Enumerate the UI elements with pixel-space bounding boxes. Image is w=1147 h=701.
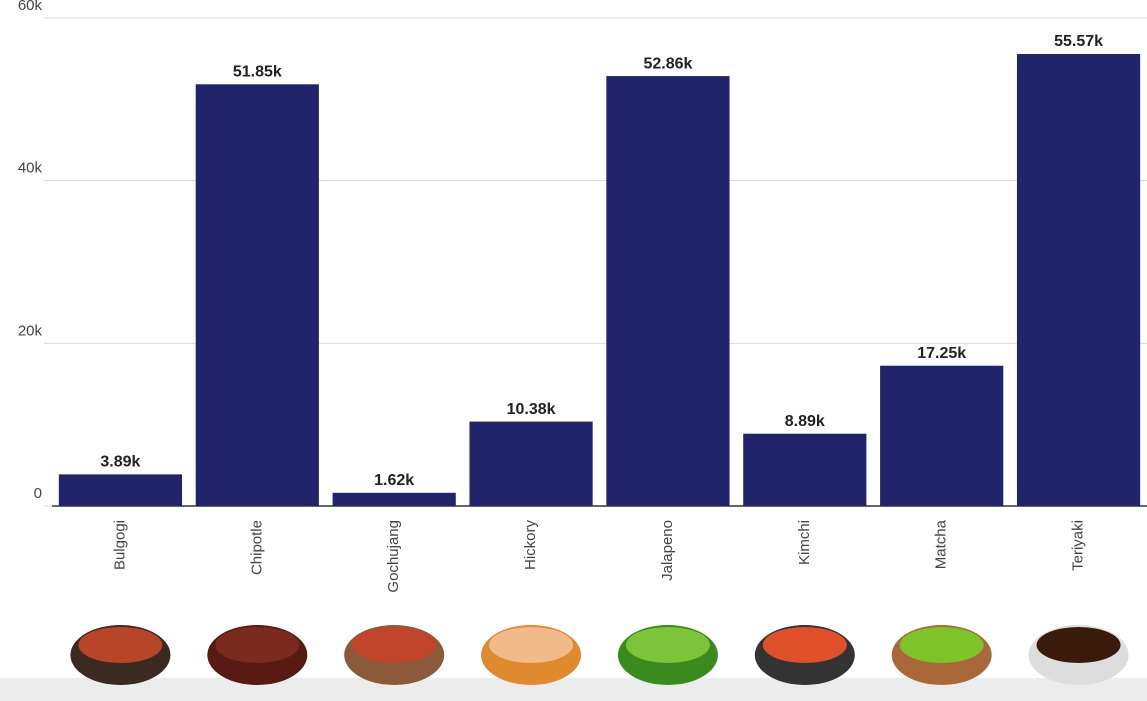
- x-tick-label: Bulgogi: [111, 520, 128, 570]
- x-tick-label: Gochujang: [385, 520, 402, 593]
- food-icons: [70, 625, 1129, 685]
- food-icon: [1036, 627, 1121, 663]
- bar: [195, 84, 319, 506]
- value-label: 17.25k: [917, 345, 966, 362]
- x-tick-label: Kimchi: [796, 520, 813, 565]
- bar: [332, 492, 456, 506]
- bottom-strip: [0, 678, 1147, 701]
- food-icon: [215, 627, 300, 663]
- value-label: 10.38k: [507, 401, 556, 418]
- x-tick-label: Chipotle: [248, 520, 265, 575]
- y-tick-label: 40k: [18, 160, 43, 177]
- food-icon: [625, 627, 710, 663]
- bar: [469, 421, 593, 506]
- value-label: 55.57k: [1054, 33, 1103, 50]
- value-label: 51.85k: [233, 64, 282, 81]
- food-icon: [489, 627, 574, 663]
- x-tick-label: Matcha: [933, 519, 950, 569]
- bar: [58, 474, 183, 506]
- food-icon: [762, 627, 847, 663]
- food-icon: [352, 627, 437, 663]
- food-icon: [899, 627, 984, 663]
- bar: [743, 433, 867, 506]
- food-icon: [78, 627, 163, 663]
- value-label: 1.62k: [374, 472, 414, 489]
- y-tick-label: 0: [34, 485, 42, 502]
- bar: [606, 76, 730, 507]
- value-label: 52.86k: [643, 55, 692, 72]
- value-label: 8.89k: [785, 413, 825, 430]
- x-tick-label: Jalapeno: [659, 520, 676, 581]
- y-tick-label: 60k: [18, 0, 43, 14]
- x-tick-label: Hickory: [522, 520, 539, 571]
- value-label: 3.89k: [100, 454, 140, 471]
- x-tick-label: Teriyaki: [1070, 520, 1087, 571]
- y-tick-label: 20k: [18, 322, 43, 339]
- bar: [1016, 54, 1141, 506]
- bar: [880, 365, 1004, 506]
